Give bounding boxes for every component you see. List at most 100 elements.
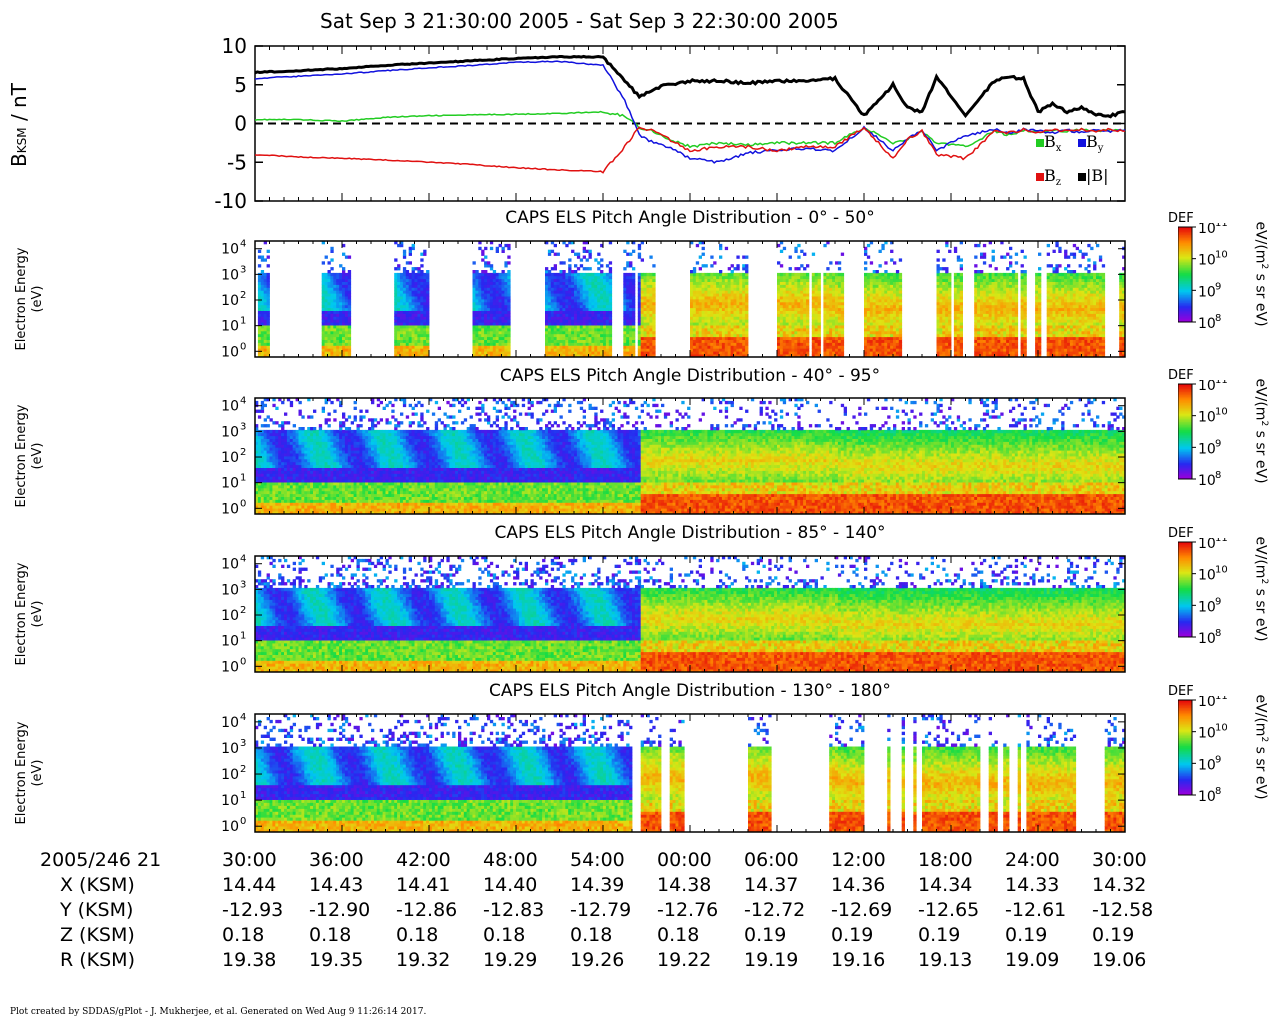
spectrogram-cell (878, 299, 882, 303)
spectrogram-cell (597, 307, 601, 311)
spectrogram-cell (565, 339, 569, 343)
spectrogram-cell (994, 284, 998, 288)
spectrogram-cell (956, 345, 961, 349)
spectrogram-cell (777, 278, 781, 282)
spectrogram-cell (721, 313, 726, 317)
spectrogram-cell (701, 336, 705, 340)
spectrogram-cell (980, 301, 984, 306)
spectrogram-cell (704, 339, 708, 343)
spectrogram-cell (791, 307, 795, 311)
spectrogram-cell (408, 313, 412, 317)
spectrogram-cell (794, 293, 798, 297)
spectrogram-cell (777, 243, 781, 248)
spectrogram-cell (321, 336, 325, 340)
spectrogram-cell (498, 304, 502, 309)
spectrogram-cell (394, 333, 398, 338)
spectrogram-cell (890, 296, 894, 300)
spectrogram-cell (719, 296, 723, 300)
spectrogram-cell (724, 301, 729, 306)
spectrogram-cell (330, 354, 334, 358)
spectrogram-cell (330, 304, 334, 309)
spectrogram-cell (817, 328, 821, 332)
spectrogram-cell (733, 313, 737, 317)
spectrogram-cell (547, 296, 552, 300)
spectrogram-cell (327, 304, 331, 309)
spectrogram-cell (1046, 293, 1050, 297)
spectrogram-cell (782, 304, 787, 309)
spectrogram-cell (394, 290, 398, 294)
spectrogram-cell (701, 313, 705, 317)
spectrogram-cell (692, 290, 697, 294)
spectrogram-cell (574, 310, 578, 314)
spectrogram-cell (260, 301, 265, 306)
spectrogram-cell (347, 325, 352, 329)
spectrogram-cell (342, 301, 346, 306)
spectrogram-cell (695, 322, 700, 326)
spectrogram-cell (646, 336, 650, 340)
legend-bmag-label: |B| (1086, 166, 1109, 185)
spectrogram-cell (727, 336, 731, 340)
spectrogram-cell (704, 354, 708, 358)
spectrogram-cell (803, 339, 807, 343)
spectrogram-cell (321, 351, 325, 355)
spectrogram-cell (339, 275, 343, 280)
spectrogram-cell (794, 272, 798, 277)
spectrogram-cell (1020, 336, 1024, 340)
spectrogram-cell (942, 345, 946, 349)
spectrogram-cell (347, 284, 352, 288)
spectrogram-cell (936, 301, 940, 306)
spectrogram-cell (420, 310, 424, 314)
spectrogram-cell (777, 310, 781, 314)
spectrogram-cell (568, 304, 572, 309)
spectrogram-cell (695, 290, 700, 294)
spectrogram-cell (881, 351, 885, 355)
spectrogram-cell (330, 339, 334, 343)
spectrogram-cell (878, 348, 882, 352)
spectrogram-cell (556, 287, 560, 291)
spectrogram-cell (591, 299, 595, 303)
spectrogram-cell (698, 296, 702, 300)
spectrogram-cell (608, 304, 613, 309)
spectrogram-cell (1038, 304, 1042, 309)
spectrogram-cell (895, 348, 900, 352)
spectrogram-cell (591, 328, 595, 332)
spectrogram-cell (582, 330, 586, 335)
spectrogram-cell (710, 319, 714, 323)
spectrogram-cell (701, 241, 705, 245)
spectrogram-cell (730, 336, 734, 340)
spectrogram-cell (629, 278, 633, 282)
spectrogram-cell (742, 293, 746, 297)
spectrogram-cell (423, 287, 427, 291)
spectrogram-cell (837, 275, 842, 280)
spectrogram-cell (565, 330, 569, 335)
spectrogram-cell (1038, 301, 1042, 306)
spectrogram-cell (411, 278, 415, 282)
spectrogram-cell (811, 348, 816, 352)
spectrogram-cell (565, 322, 569, 326)
spectrogram-cell (840, 342, 845, 346)
spectrogram-cell (1049, 275, 1053, 280)
spectrogram-cell (724, 348, 729, 352)
spectrogram-cell (397, 313, 401, 317)
spectrogram-cell (484, 339, 488, 343)
spectrogram-cell (400, 304, 404, 309)
spectrogram-cell (1020, 342, 1024, 346)
spectrogram-cell (492, 328, 497, 332)
spectrogram-cell (977, 270, 981, 274)
spectrogram-cell (991, 328, 995, 332)
spectrogram-cell (1011, 319, 1016, 323)
spectrogram-cell (324, 322, 328, 326)
spectrogram-cell (782, 322, 787, 326)
spectrogram-cell (475, 301, 479, 306)
spectrogram-cell (695, 296, 700, 300)
spectrogram-cell (814, 272, 818, 277)
spectrogram-cell (977, 307, 981, 311)
spectrogram-cell (501, 281, 505, 285)
spectrogram-cell (953, 345, 958, 349)
spectrogram-cell (707, 275, 711, 280)
spectrogram-cell (991, 301, 995, 306)
spectrogram-cell (576, 351, 581, 355)
spectrogram-cell (501, 345, 505, 349)
spectrogram-cell (959, 290, 963, 294)
spectrogram-cell (405, 275, 410, 280)
